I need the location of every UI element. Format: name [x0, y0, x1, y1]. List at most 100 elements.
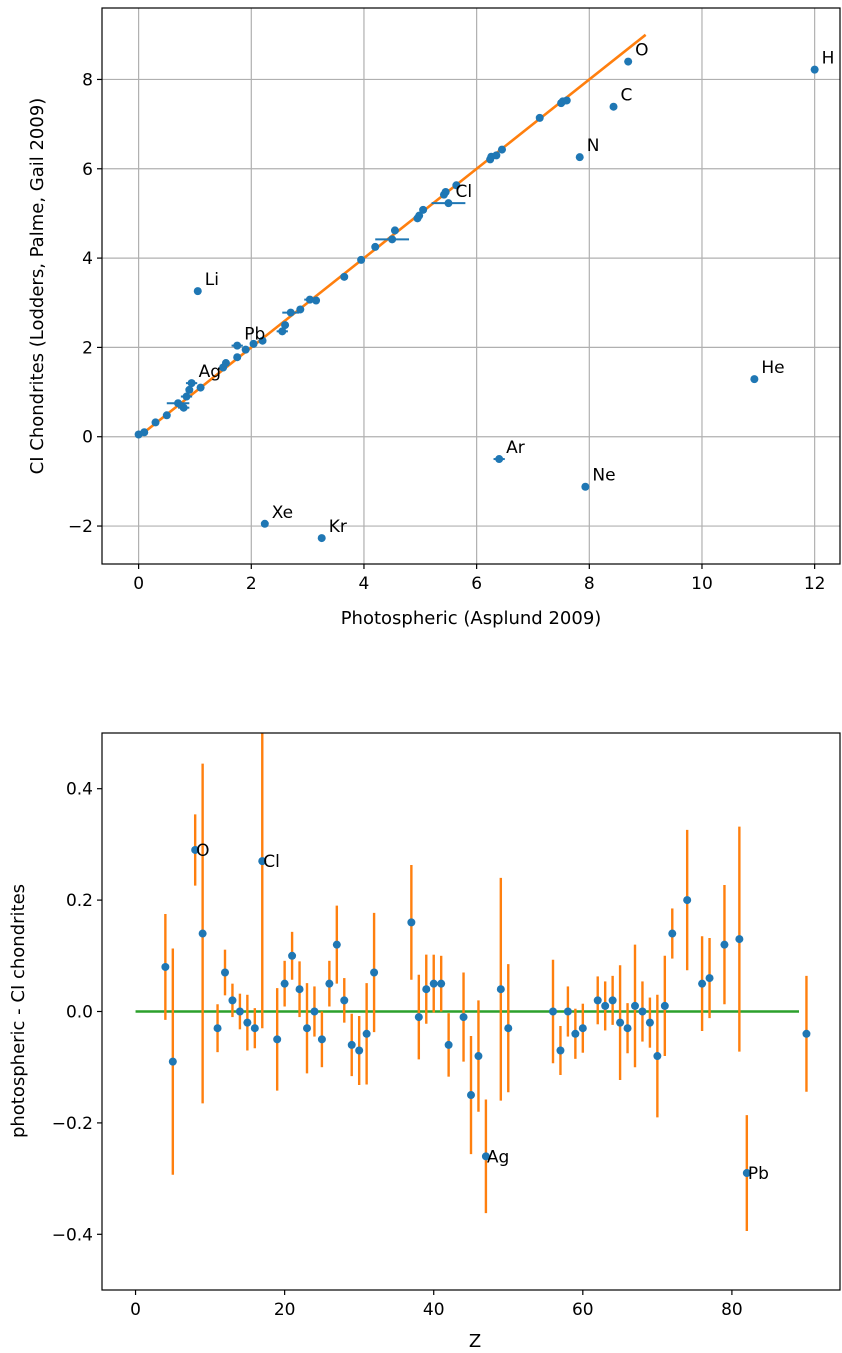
- data-point: [221, 969, 229, 977]
- data-point: [683, 896, 691, 904]
- point-annotation: Pb: [244, 325, 265, 345]
- data-point: [318, 1035, 326, 1043]
- data-point: [474, 1052, 482, 1060]
- point-annotation: O: [635, 41, 648, 61]
- data-point: [194, 287, 202, 295]
- data-point: [616, 1019, 624, 1027]
- point-annotation: O: [196, 841, 209, 861]
- data-point: [422, 985, 430, 993]
- y-tick-label: 8: [82, 70, 93, 90]
- data-point: [388, 235, 396, 243]
- data-point: [811, 66, 819, 74]
- data-point: [363, 1030, 371, 1038]
- y-tick-label: −2: [68, 517, 93, 537]
- data-point: [581, 483, 589, 491]
- top-chart-ylabel: CI Chondrites (Lodders, Palme, Gail 2009…: [27, 98, 48, 475]
- data-point: [668, 930, 676, 938]
- data-point: [594, 996, 602, 1004]
- bottom-chart-xlabel: Z: [469, 1331, 481, 1352]
- y-tick-label: 4: [82, 249, 93, 269]
- bottom-chart-annotations: O Cl Ag Pb: [196, 841, 769, 1184]
- x-tick-label: 40: [423, 1300, 445, 1320]
- data-point: [482, 1152, 490, 1160]
- data-point: [296, 985, 304, 993]
- point-annotation: N: [587, 136, 600, 156]
- point-annotation: He: [761, 358, 784, 378]
- x-tick-label: 0: [133, 574, 144, 594]
- data-point: [185, 386, 193, 394]
- data-point: [340, 996, 348, 1004]
- data-point: [357, 256, 365, 264]
- point-annotation: H: [822, 49, 835, 69]
- data-point: [467, 1091, 475, 1099]
- top-chart-xlabel: Photospheric (Asplund 2009): [341, 608, 602, 629]
- y-tick-label: 0.0: [66, 1003, 93, 1023]
- data-point: [348, 1041, 356, 1049]
- data-point: [698, 980, 706, 988]
- bottom-chart-errorbars: [165, 733, 806, 1231]
- data-point: [340, 273, 348, 281]
- top-chart-annotations: HHeLiCNONeArKrXeClAgPb: [199, 41, 835, 538]
- y-tick-label: 0: [82, 428, 93, 448]
- x-tick-label: 12: [804, 574, 826, 594]
- data-point: [437, 980, 445, 988]
- data-point: [576, 153, 584, 161]
- point-annotation: Ar: [506, 438, 525, 458]
- data-point: [228, 996, 236, 1004]
- x-tick-label: 80: [721, 1300, 743, 1320]
- data-point: [638, 1008, 646, 1016]
- point-annotation: C: [621, 86, 633, 106]
- data-point: [163, 411, 171, 419]
- data-point: [802, 1030, 810, 1038]
- point-annotation: Xe: [272, 503, 293, 523]
- point-annotation: Pb: [748, 1164, 769, 1184]
- data-point: [445, 1041, 453, 1049]
- data-point: [661, 1002, 669, 1010]
- bottom-chart-frame: [102, 733, 840, 1290]
- data-point: [273, 1035, 281, 1043]
- data-point: [609, 996, 617, 1004]
- data-point: [333, 941, 341, 949]
- x-tick-label: 60: [572, 1300, 594, 1320]
- data-point: [199, 930, 207, 938]
- point-annotation: Cl: [455, 182, 472, 202]
- y-tick-label: 0.4: [66, 780, 93, 800]
- data-point: [236, 1008, 244, 1016]
- y-tick-label: 2: [82, 338, 93, 358]
- data-point: [624, 58, 632, 66]
- data-point: [140, 428, 148, 436]
- point-annotation: Cl: [263, 852, 280, 872]
- data-point: [161, 963, 169, 971]
- data-point: [180, 404, 188, 412]
- data-point: [371, 243, 379, 251]
- point-annotation: Ne: [592, 466, 615, 486]
- data-point: [214, 1024, 222, 1032]
- data-point: [549, 1008, 557, 1016]
- data-point: [504, 1024, 512, 1032]
- data-point: [492, 151, 500, 159]
- data-point: [391, 226, 399, 234]
- data-point: [281, 980, 289, 988]
- point-annotation: Ag: [487, 1147, 509, 1167]
- data-point: [631, 1002, 639, 1010]
- data-point: [303, 1024, 311, 1032]
- data-point: [579, 1024, 587, 1032]
- data-point: [281, 321, 289, 329]
- data-point: [498, 146, 506, 154]
- data-point: [735, 935, 743, 943]
- y-tick-label: −0.4: [52, 1225, 93, 1245]
- data-point: [370, 969, 378, 977]
- data-point: [312, 297, 320, 305]
- data-point: [495, 455, 503, 463]
- data-point: [497, 985, 505, 993]
- data-point: [536, 114, 544, 122]
- data-point: [442, 188, 450, 196]
- point-annotation: Kr: [329, 517, 347, 537]
- data-point: [242, 346, 250, 354]
- data-point: [152, 418, 160, 426]
- data-point: [222, 359, 230, 367]
- y-tick-label: −0.2: [52, 1114, 93, 1134]
- data-point: [460, 1013, 468, 1021]
- data-point: [243, 1019, 251, 1027]
